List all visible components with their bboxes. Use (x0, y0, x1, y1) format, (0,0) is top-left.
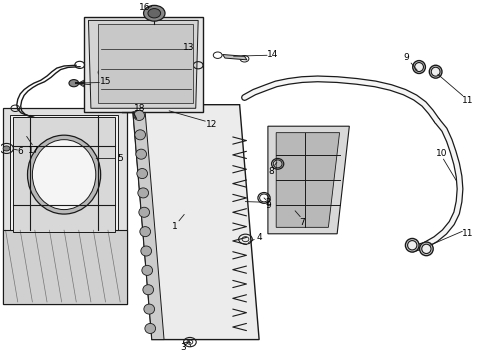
Ellipse shape (142, 285, 153, 295)
Text: 17: 17 (28, 146, 40, 155)
Bar (83, 17, 203, 112)
Text: 15: 15 (100, 77, 111, 86)
Polygon shape (98, 24, 193, 103)
Circle shape (3, 146, 10, 151)
Text: 6: 6 (17, 147, 23, 156)
Ellipse shape (141, 246, 151, 256)
Polygon shape (13, 117, 115, 232)
Ellipse shape (136, 149, 146, 159)
Polygon shape (222, 54, 246, 60)
Ellipse shape (407, 240, 416, 250)
Polygon shape (88, 21, 198, 108)
Ellipse shape (421, 244, 430, 253)
Ellipse shape (138, 188, 148, 198)
Polygon shape (3, 108, 127, 304)
Ellipse shape (127, 59, 157, 72)
Ellipse shape (142, 265, 152, 275)
Text: 9: 9 (403, 53, 408, 62)
Text: 5: 5 (117, 154, 123, 163)
Text: 10: 10 (435, 149, 447, 158)
Ellipse shape (140, 226, 150, 237)
Text: 3: 3 (180, 343, 186, 352)
Text: 7: 7 (299, 218, 305, 227)
Text: 14: 14 (266, 50, 278, 59)
Ellipse shape (98, 69, 108, 76)
Ellipse shape (144, 323, 155, 333)
Ellipse shape (414, 63, 423, 72)
Text: 13: 13 (183, 43, 194, 52)
Circle shape (143, 5, 164, 21)
Text: 8: 8 (267, 167, 273, 176)
Text: 9: 9 (264, 201, 270, 210)
Text: 2: 2 (264, 198, 270, 207)
Ellipse shape (32, 140, 96, 210)
Text: 11: 11 (461, 96, 472, 105)
Circle shape (148, 9, 160, 18)
Text: 18: 18 (134, 104, 145, 113)
Polygon shape (132, 105, 163, 339)
Text: 1: 1 (172, 222, 178, 231)
Text: 16: 16 (139, 3, 150, 12)
Text: 4: 4 (256, 233, 262, 242)
Ellipse shape (137, 168, 147, 179)
Polygon shape (10, 116, 118, 297)
Text: 11: 11 (461, 229, 472, 238)
Ellipse shape (135, 130, 145, 140)
Text: 12: 12 (205, 120, 217, 129)
Polygon shape (132, 105, 259, 339)
Polygon shape (3, 230, 127, 304)
Ellipse shape (430, 67, 439, 76)
Circle shape (69, 80, 79, 87)
Ellipse shape (134, 111, 144, 121)
Polygon shape (267, 126, 348, 234)
Ellipse shape (419, 242, 432, 256)
Ellipse shape (132, 61, 152, 69)
Ellipse shape (405, 238, 418, 252)
Ellipse shape (143, 304, 154, 314)
Ellipse shape (428, 65, 441, 78)
Ellipse shape (412, 60, 425, 73)
Ellipse shape (27, 135, 101, 214)
Polygon shape (276, 133, 339, 227)
Ellipse shape (139, 207, 149, 217)
